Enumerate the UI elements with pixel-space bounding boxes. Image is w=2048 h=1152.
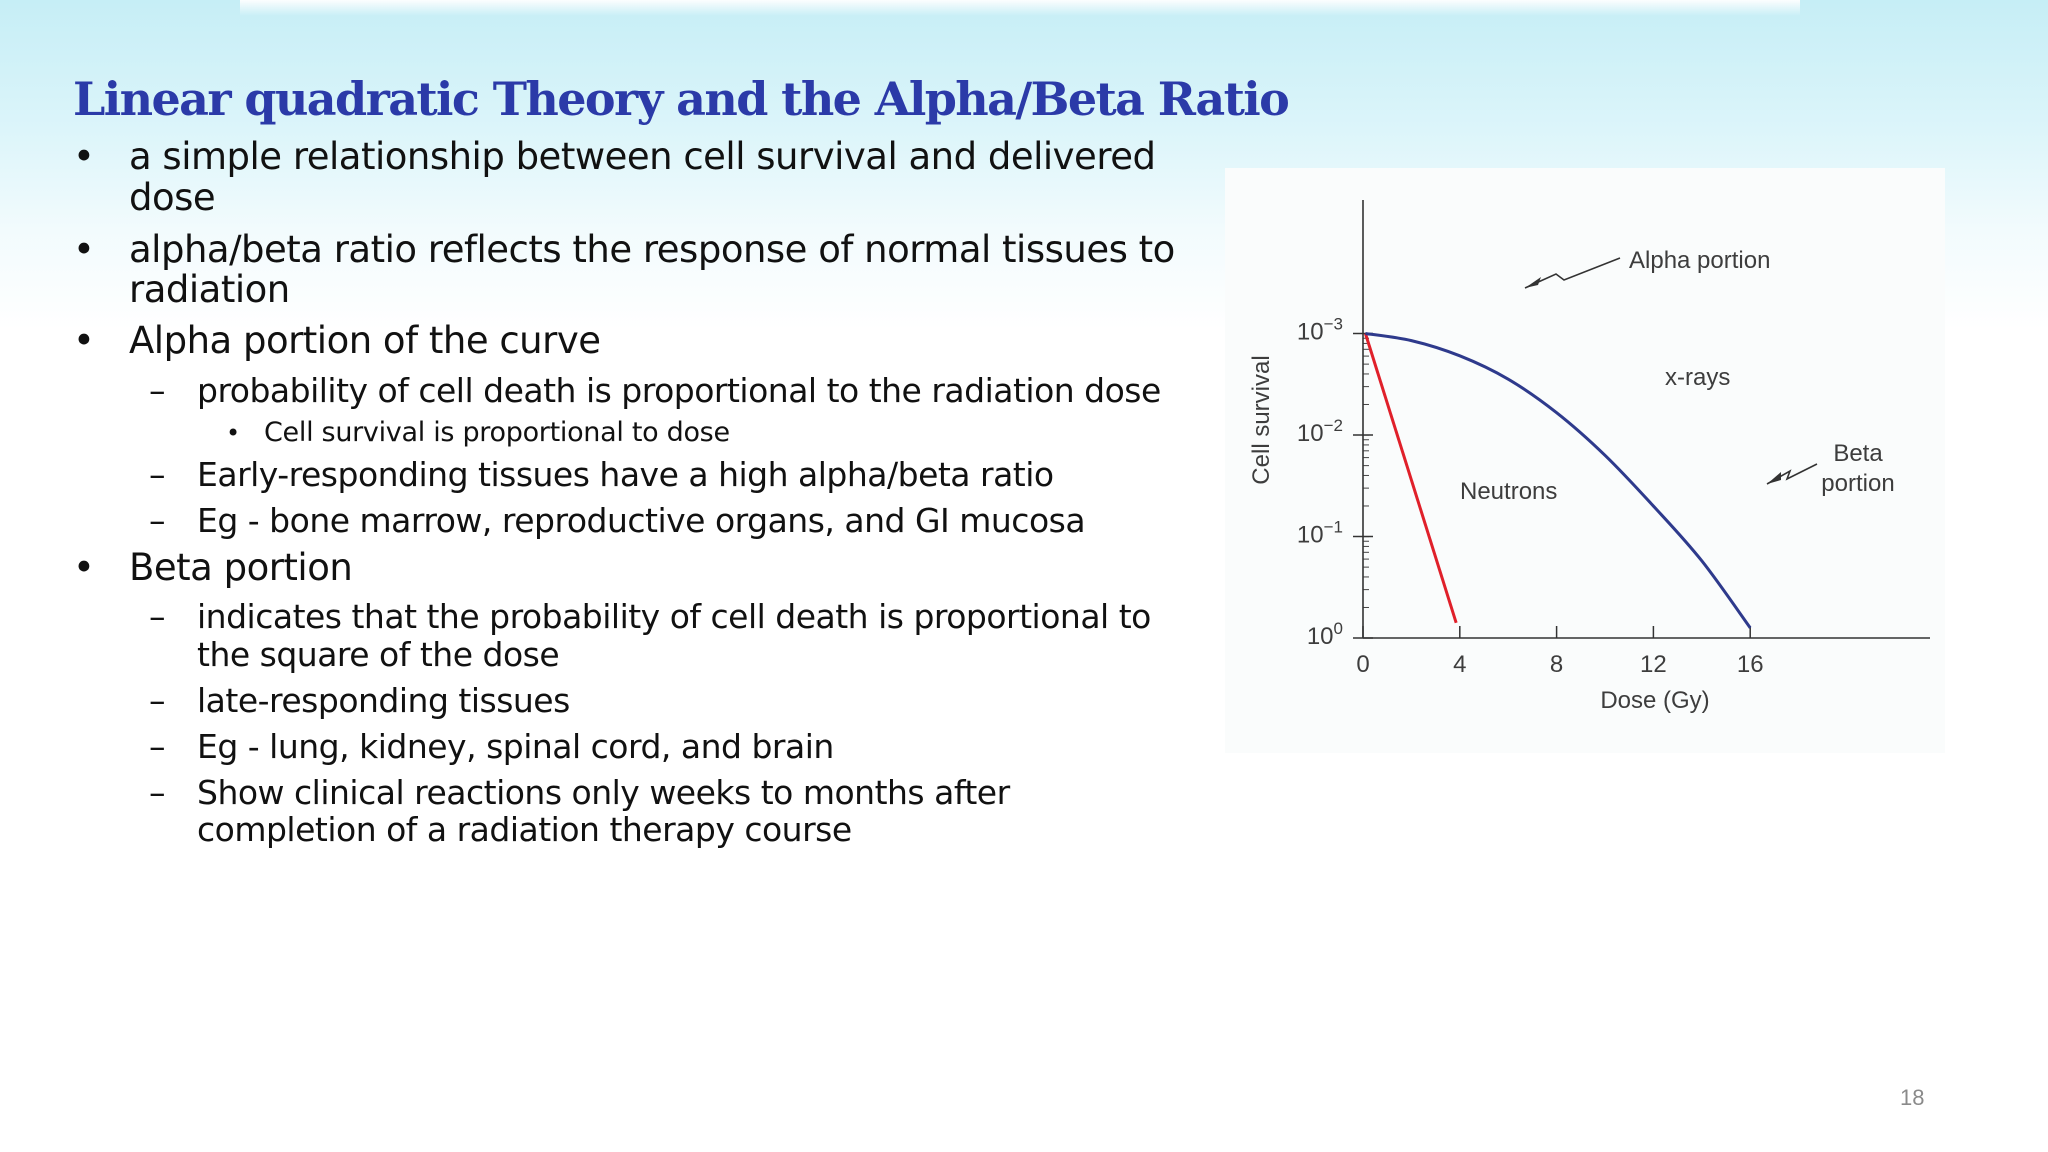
- x-tick-label: 0: [1356, 651, 1369, 678]
- bullet-text: Early-responding tissues have a high alp…: [197, 455, 1054, 494]
- x-tick-label: 8: [1550, 651, 1563, 678]
- alpha-arrow-line: [1524, 257, 1621, 289]
- x-tick-label: 12: [1640, 651, 1667, 678]
- bullet-item-level1-continuation: radiation: [129, 271, 290, 309]
- bullet-marker: •: [73, 319, 95, 362]
- y-tick-exponent: 0: [1334, 619, 1343, 638]
- bullet-item-level1: • alpha/beta ratio reflects the response …: [73, 228, 1175, 271]
- bullet-item-level1: • Beta portion: [73, 546, 353, 589]
- bullet-item-level2-continuation: completion of a radiation therapy course: [197, 811, 852, 848]
- bullet-text: the square of the dose: [197, 635, 560, 674]
- y-tick-label: 10−1: [1297, 518, 1343, 549]
- cell-survival-chart: 100 10−1 10−2 10−3 0 4 8 12 16 Cell survival Do…: [1225, 168, 1945, 753]
- bullet-marker: •: [73, 228, 95, 271]
- bullet-text: late-responding tissues: [197, 681, 570, 720]
- dash-marker: –: [149, 597, 166, 636]
- bullet-item-level2: – Show clinical reactions only weeks to m…: [149, 773, 1010, 812]
- top-highlight: [240, 0, 1800, 16]
- bullet-text: alpha/beta ratio reflects the response o…: [129, 228, 1175, 271]
- bullet-item-level3: • Cell survival is proportional to dose: [226, 417, 730, 448]
- dash-marker: –: [149, 681, 166, 720]
- x-tick-label: 4: [1453, 651, 1466, 678]
- bullet-text: Cell survival is proportional to dose: [264, 417, 730, 448]
- y-tick-base: 10: [1297, 420, 1324, 447]
- bullet-item-level1-continuation: dose: [129, 176, 216, 219]
- dash-marker: –: [149, 501, 166, 540]
- beta-label-line1: Beta: [1833, 440, 1883, 467]
- y-tick-exponent: −1: [1324, 518, 1343, 537]
- bullet-marker: •: [73, 546, 95, 589]
- beta-arrowhead: [1767, 472, 1781, 484]
- bullet-item-level2: – Eg - lung, kidney, spinal cord, and bra…: [149, 727, 834, 766]
- y-tick-base: 10: [1297, 319, 1324, 346]
- alpha-portion-label: Alpha portion: [1629, 247, 1770, 274]
- bullet-text: Eg - lung, kidney, spinal cord, and brai…: [197, 727, 834, 766]
- dash-marker: –: [149, 773, 166, 812]
- bullet-item-level2: – Eg - bone marrow, reproductive organs, …: [149, 501, 1086, 540]
- y-tick-base: 10: [1297, 522, 1324, 549]
- bullet-text: completion of a radiation therapy course: [197, 810, 852, 849]
- bullet-text: probability of cell death is proportiona…: [197, 371, 1161, 410]
- dash-marker: –: [149, 371, 166, 410]
- bullet-item-level2: – late-responding tissues: [149, 681, 570, 720]
- y-tick-exponent: −3: [1324, 315, 1343, 334]
- xrays-curve: [1365, 332, 1752, 629]
- y-axis-label: Cell survival: [1248, 355, 1275, 484]
- bullet-text: dose: [129, 176, 216, 219]
- bullet-text: Alpha portion of the curve: [129, 319, 601, 362]
- bullet-text: radiation: [129, 268, 290, 311]
- beta-label-line2: portion: [1821, 470, 1894, 497]
- y-tick-label: 10−3: [1297, 315, 1343, 346]
- y-tick-label: 10−2: [1297, 416, 1343, 447]
- xrays-label: x-rays: [1665, 364, 1730, 391]
- y-tick-exponent: −2: [1324, 416, 1343, 435]
- bullet-marker: •: [226, 419, 240, 447]
- neutrons-label: Neutrons: [1460, 478, 1557, 505]
- page-number: 18: [1900, 1085, 1925, 1110]
- bullet-text: Beta portion: [129, 546, 353, 589]
- x-tick-label: 16: [1737, 651, 1764, 678]
- bullet-text: a simple relationship between cell survi…: [129, 135, 1156, 178]
- alpha-arrowhead: [1525, 277, 1541, 288]
- dash-marker: –: [149, 455, 166, 494]
- neutrons-curve: [1363, 333, 1458, 624]
- y-tick-label: 100: [1307, 619, 1343, 650]
- bullet-item-level2-continuation: the square of the dose: [197, 635, 560, 674]
- bullet-item-level1: • Alpha portion of the curve: [73, 319, 601, 362]
- bullet-text: indicates that the probability of cell d…: [197, 597, 1151, 636]
- x-axis-label: Dose (Gy): [1600, 687, 1709, 714]
- bullet-text: Eg - bone marrow, reproductive organs, a…: [197, 501, 1086, 540]
- dash-marker: –: [149, 727, 166, 766]
- bullet-marker: •: [73, 135, 95, 178]
- slide-title: Linear quadratic Theory and the Alpha/Be…: [73, 72, 1290, 126]
- y-tick-base: 10: [1307, 623, 1334, 650]
- bullet-item-level2: – indicates that the probability of cell …: [149, 597, 1151, 636]
- bullet-item-level2: – Early-responding tissues have a high al…: [149, 455, 1054, 494]
- bullet-text: Show clinical reactions only weeks to mo…: [197, 773, 1010, 812]
- bullet-item-level2: – probability of cell death is proportion…: [149, 371, 1161, 410]
- bullet-item-level1: • a simple relationship between cell surv…: [73, 135, 1156, 178]
